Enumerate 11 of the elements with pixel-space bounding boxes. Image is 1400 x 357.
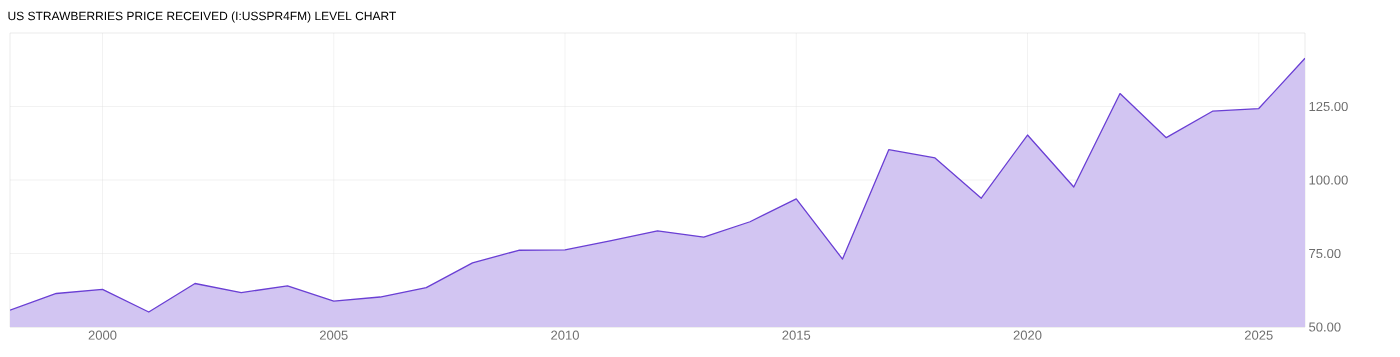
y-tick-label: 125.00	[1309, 101, 1348, 112]
x-tick-label: 2000	[88, 330, 117, 340]
chart-title: US STRAWBERRIES PRICE RECEIVED (I:USSPR4FM) LEVEL CHART	[8, 11, 396, 23]
x-tick-label: 2015	[782, 330, 811, 340]
y-tick-label: 100.00	[1309, 175, 1348, 185]
x-tick-label: 2005	[319, 330, 348, 340]
y-tick-label: 50.00	[1309, 322, 1341, 332]
x-tick-label: 2020	[1013, 330, 1042, 340]
y-tick-label: 75.00	[1309, 248, 1341, 259]
x-tick-label: 2025	[1244, 330, 1273, 340]
x-tick-label: 2010	[551, 330, 579, 340]
